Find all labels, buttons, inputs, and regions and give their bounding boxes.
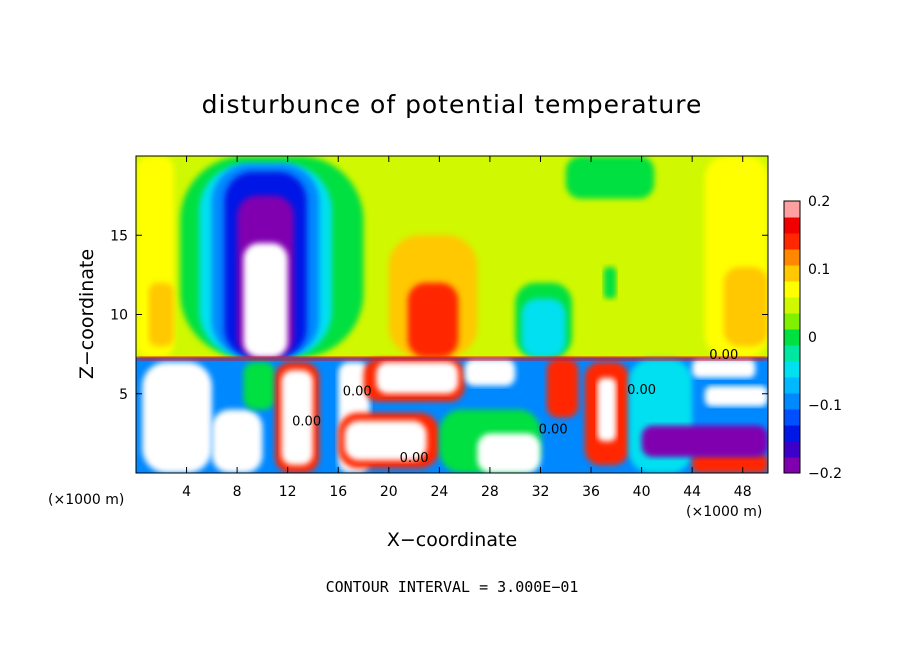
colorbar-segment bbox=[784, 425, 800, 442]
colorbar-tick-label: −0.1 bbox=[808, 398, 842, 414]
colorbar-frame bbox=[783, 200, 801, 474]
colorbar-segment bbox=[784, 329, 800, 346]
field-region bbox=[243, 362, 276, 410]
z-tick-label: 5 bbox=[119, 387, 128, 403]
x-axis-ticks: 4 8 12 16 20 24 28 32 36 40 44 48 bbox=[182, 156, 752, 500]
field-region bbox=[546, 358, 579, 418]
contour-label: 0.00 bbox=[627, 383, 656, 398]
colorbar-segment bbox=[784, 281, 800, 298]
colorbar-segment bbox=[784, 361, 800, 378]
z-axis-ticks: 5 10 15 bbox=[110, 228, 768, 403]
x-tick-label: 28 bbox=[481, 484, 499, 500]
x-tick-label: 4 bbox=[182, 484, 191, 500]
field-region bbox=[142, 362, 212, 473]
field-region bbox=[211, 409, 263, 473]
x-tick-label: 8 bbox=[233, 484, 242, 500]
field-region bbox=[565, 156, 655, 199]
x-tick-label: 40 bbox=[633, 484, 651, 500]
chart-title: disturbunce of potential temperature bbox=[202, 90, 703, 119]
colorbar-segment bbox=[784, 201, 800, 218]
colorbar-segment bbox=[784, 377, 800, 394]
field-region bbox=[344, 420, 427, 461]
x-tick-label: 12 bbox=[279, 484, 297, 500]
colorbar-tick-label: 0.2 bbox=[808, 194, 830, 210]
colorbar bbox=[783, 200, 801, 474]
field-region bbox=[603, 266, 617, 299]
colorbar-segment bbox=[784, 313, 800, 330]
x-tick-label: 24 bbox=[430, 484, 448, 500]
field-region bbox=[597, 377, 617, 442]
field-region bbox=[376, 362, 459, 394]
contour-label: 0.00 bbox=[292, 414, 321, 429]
field-region bbox=[521, 298, 566, 358]
field-region bbox=[407, 282, 459, 358]
field-region bbox=[136, 356, 768, 361]
z-tick-label: 15 bbox=[110, 228, 128, 244]
field-regions bbox=[136, 156, 768, 473]
contour-interval-note: CONTOUR INTERVAL = 3.000E−01 bbox=[326, 578, 579, 596]
colorbar-segment bbox=[784, 345, 800, 362]
x-tick-label: 32 bbox=[532, 484, 550, 500]
field-region bbox=[641, 425, 768, 458]
x-unit-label: (×1000 m) bbox=[48, 492, 124, 508]
field-region bbox=[243, 243, 288, 358]
colorbar-segment bbox=[784, 249, 800, 266]
contour-label: 0.00 bbox=[709, 348, 738, 363]
contour-label: 0.00 bbox=[539, 422, 568, 437]
colorbar-segment bbox=[784, 297, 800, 314]
colorbar-segment bbox=[784, 409, 800, 426]
x-unit-label-right: (×1000 m) bbox=[686, 504, 762, 520]
colorbar-segment bbox=[784, 217, 800, 234]
x-tick-label: 44 bbox=[683, 484, 701, 500]
field-region bbox=[692, 453, 768, 473]
colorbar-tick-label: 0 bbox=[808, 330, 817, 346]
contour-label: 0.00 bbox=[343, 384, 372, 399]
y-axis-label: Z−coordinate bbox=[76, 249, 98, 379]
contour-labels: 0.00 0.00 0.00 0.00 0.00 0.00 bbox=[292, 348, 738, 466]
field-region bbox=[281, 369, 313, 466]
field-region bbox=[692, 358, 756, 378]
colorbar-segment bbox=[784, 265, 800, 282]
colorbar-tick-label: 0.1 bbox=[808, 262, 830, 278]
field-region bbox=[477, 433, 541, 473]
field-region bbox=[723, 266, 768, 347]
colorbar-segment bbox=[784, 457, 800, 474]
colorbar-tick-label: −0.2 bbox=[808, 466, 842, 482]
contour-label: 0.00 bbox=[400, 451, 429, 466]
x-axis-label: X−coordinate bbox=[387, 529, 517, 551]
colorbar-segment bbox=[784, 393, 800, 410]
field-region bbox=[704, 385, 768, 407]
x-tick-label: 36 bbox=[582, 484, 600, 500]
z-tick-label: 10 bbox=[110, 308, 128, 324]
x-tick-label: 20 bbox=[380, 484, 398, 500]
field-region bbox=[148, 282, 174, 347]
x-tick-label: 48 bbox=[734, 484, 752, 500]
colorbar-ticks: −0.2 −0.1 0 0.1 0.2 bbox=[808, 194, 842, 482]
colorbar-segment bbox=[784, 233, 800, 250]
colorbar-segment bbox=[784, 441, 800, 458]
x-tick-label: 16 bbox=[329, 484, 347, 500]
field-region bbox=[464, 358, 516, 386]
